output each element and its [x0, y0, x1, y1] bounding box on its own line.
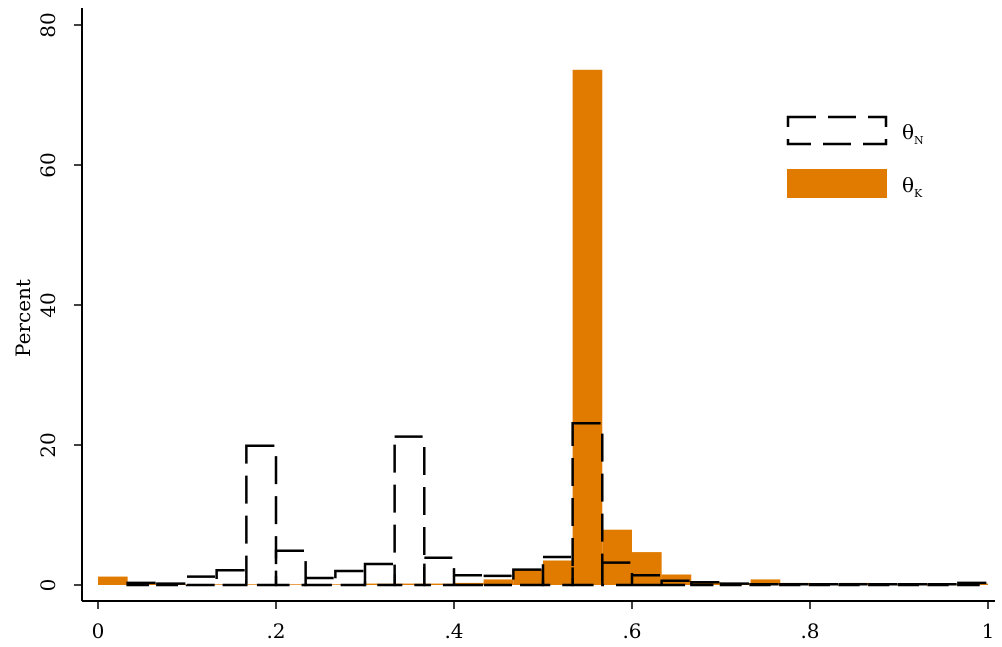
bar-theta-n	[512, 568, 545, 587]
bar-theta-n	[719, 582, 752, 587]
legend-label-theta-n: θN	[902, 120, 924, 147]
bar-theta-n	[838, 583, 871, 587]
bar-theta-n	[423, 556, 456, 587]
bar-theta-k	[632, 552, 662, 585]
bar-theta-k	[98, 576, 128, 585]
bar-theta-n	[245, 444, 278, 587]
y-tick-label: 40	[36, 292, 60, 317]
bar-theta-k	[483, 579, 514, 585]
x-tick-label: 1	[982, 619, 995, 643]
y-tick-label: 80	[36, 12, 60, 37]
x-tick-label: .6	[622, 619, 641, 643]
bar-theta-n	[541, 555, 574, 587]
bar-theta-k	[602, 529, 632, 585]
y-tick-label: 20	[36, 432, 60, 457]
bar-theta-k	[572, 69, 603, 586]
bar-theta-n	[363, 562, 396, 587]
bar-theta-n	[304, 576, 337, 587]
bar-theta-n	[868, 583, 901, 587]
bar-theta-n	[274, 549, 307, 587]
legend-swatch-theta-k	[787, 169, 887, 198]
bar-theta-n	[571, 422, 604, 587]
bar-theta-n	[927, 583, 960, 587]
bar-theta-k	[750, 579, 781, 585]
bar-theta-n	[630, 573, 663, 587]
bar-theta-n	[156, 582, 189, 587]
bar-theta-n	[215, 569, 248, 587]
bar-theta-n	[452, 573, 485, 587]
bar-theta-k	[394, 583, 425, 585]
x-tick-label: 0	[92, 619, 105, 643]
legend-label-theta-k: θK	[902, 173, 923, 200]
bar-theta-n	[601, 561, 634, 587]
bar-theta-k	[513, 569, 543, 585]
bar-theta-n	[482, 574, 515, 587]
bar-theta-n	[660, 579, 693, 587]
bar-theta-n	[393, 435, 426, 587]
bar-theta-n	[808, 583, 841, 587]
series-theta-n-bars	[126, 422, 990, 587]
bar-theta-k	[543, 560, 573, 585]
y-axis-label: Percent	[11, 279, 35, 357]
legend-swatch-theta-n	[786, 115, 888, 146]
bar-theta-n	[185, 575, 218, 587]
bar-theta-n	[690, 580, 723, 587]
y-tick-label: 0	[36, 579, 60, 592]
x-axis-ticks: 0 .2 .4 .6 .8 1	[92, 601, 995, 643]
bar-theta-n	[334, 569, 367, 587]
series-theta-k-bars	[98, 69, 988, 586]
bar-theta-n	[126, 581, 159, 587]
y-axis-ticks: 0 20 40 60 80	[36, 12, 82, 591]
bar-theta-k	[276, 584, 306, 585]
x-tick-label: .2	[266, 619, 285, 643]
bar-theta-n	[957, 581, 990, 587]
y-tick-label: 60	[36, 152, 60, 177]
bar-theta-n	[749, 583, 782, 587]
x-tick-label: .8	[800, 619, 819, 643]
legend: θN θK	[786, 115, 924, 200]
x-tick-label: .4	[444, 619, 463, 643]
bar-theta-k	[424, 583, 454, 585]
bar-theta-k	[691, 582, 721, 585]
bar-theta-n	[897, 583, 930, 587]
bar-theta-n	[779, 583, 812, 587]
